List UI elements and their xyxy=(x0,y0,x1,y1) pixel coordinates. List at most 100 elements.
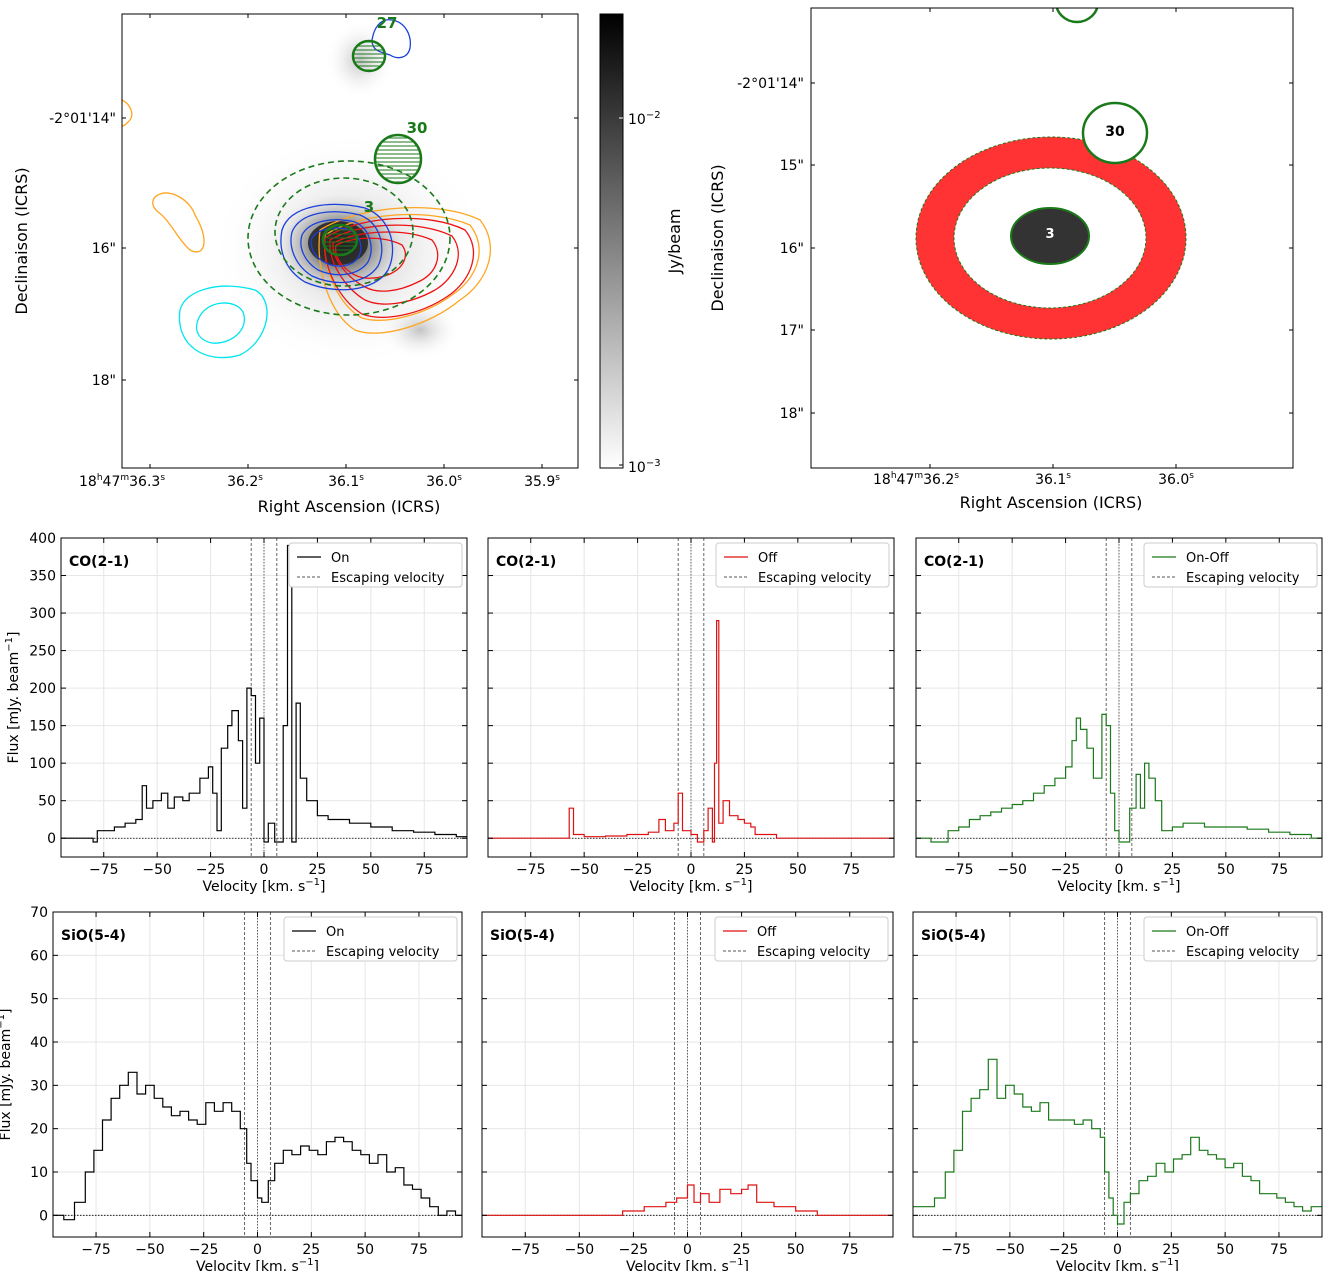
ytick-label: 10 xyxy=(30,1165,48,1181)
spectrum-panel-0: −75 −50 −25 0 25 50 75 0 50 100 150 200 250 300 350 400… xyxy=(4,531,468,895)
xtick-label: 25 xyxy=(302,1242,320,1258)
xtick-label: 25 xyxy=(309,862,327,878)
blue-contour-2 xyxy=(290,211,383,283)
blue-contour-3 xyxy=(300,219,372,276)
xtick-label: 0 xyxy=(687,862,696,878)
xtick-label: 25 xyxy=(1164,862,1182,878)
legend-series-label: Off xyxy=(758,551,778,566)
legend-series-label: On xyxy=(331,551,349,566)
xlabel: Velocity [km. s−1] xyxy=(196,1257,319,1271)
legend-escape-label: Escaping velocity xyxy=(331,571,445,586)
xtick-label: 50 xyxy=(362,862,380,878)
xtick-label: −50 xyxy=(135,1242,165,1258)
left-map: 27 30 3 18h47m36.3s 36.2s 36.1s 36.0s 35… xyxy=(12,13,684,516)
spectrum-line-on-off xyxy=(916,713,1322,843)
xtick-label: −25 xyxy=(1049,1242,1079,1258)
legend-box xyxy=(714,916,889,962)
legend-escape-label: Escaping velocity xyxy=(1186,945,1300,960)
legend-series-label: On-Off xyxy=(1186,925,1230,940)
xtick-label: 75 xyxy=(842,862,860,878)
spectrum-line-off xyxy=(488,620,894,843)
source-3-ellipse-right xyxy=(1010,207,1090,265)
ytick-label: 0 xyxy=(39,1208,48,1224)
xtick-label: 75 xyxy=(841,1242,859,1258)
orange-contour-west xyxy=(152,192,205,253)
source-30-label: 30 xyxy=(407,119,428,137)
legend-series-label: On xyxy=(326,925,344,940)
xtick-label: 75 xyxy=(410,1242,428,1258)
ytick-label: 350 xyxy=(29,569,56,585)
right-map-ticks xyxy=(811,8,1293,468)
orange-contour-main xyxy=(318,207,492,334)
cyan-contour-outer xyxy=(178,285,268,359)
orange-contour-edge xyxy=(122,99,133,127)
panel-line-label: SiO(5-4) xyxy=(61,928,126,944)
panel-line-label: SiO(5-4) xyxy=(490,928,555,944)
right-xtick-1: 36.1s xyxy=(1035,471,1071,488)
xlabel: Velocity [km. s−1] xyxy=(626,1257,749,1271)
source-3-ellipse xyxy=(321,223,359,257)
legend-box xyxy=(283,916,458,962)
source-27-ellipse-cut xyxy=(1055,8,1099,24)
ytick-label: 400 xyxy=(29,531,56,547)
xtick-label: −25 xyxy=(619,1242,649,1258)
xtick-label: 0 xyxy=(1113,1242,1122,1258)
right-map-xlabel: Right Ascension (ICRS) xyxy=(960,493,1143,512)
panel-line-label: CO(2-1) xyxy=(496,554,556,570)
green-dashed-outer xyxy=(247,160,451,316)
xtick-label: 0 xyxy=(253,1242,262,1258)
xtick-label: 25 xyxy=(736,862,754,878)
ytick-label: 300 xyxy=(29,606,56,622)
panel-line-label: CO(2-1) xyxy=(924,554,984,570)
xtick-label: 50 xyxy=(787,1242,805,1258)
xtick-label: 75 xyxy=(415,862,433,878)
legend-series-label: Off xyxy=(757,925,777,940)
right-ytick-0: -2°01'14" xyxy=(737,76,804,92)
xtick-label: 25 xyxy=(1162,1242,1180,1258)
xtick-label: −25 xyxy=(623,862,653,878)
annulus-inner-edge xyxy=(953,167,1147,309)
red-contour-1 xyxy=(324,217,475,318)
ytick-label: 70 xyxy=(30,905,48,921)
legend-escape-label: Escaping velocity xyxy=(1186,571,1300,586)
source-27-label: 27 xyxy=(377,14,398,32)
cyan-contour-inner xyxy=(195,302,246,344)
left-map-ylabel: Declinaison (ICRS) xyxy=(12,167,31,314)
right-ytick-3: 17" xyxy=(780,323,804,339)
right-xtick-0: 18h47m36.2s xyxy=(873,471,959,488)
xtick-label: 50 xyxy=(356,1242,374,1258)
xtick-label: 25 xyxy=(733,1242,751,1258)
xtick-label: 0 xyxy=(683,1242,692,1258)
left-xtick-2: 36.1s xyxy=(328,473,364,490)
legend-box xyxy=(1143,916,1318,962)
ytick-label: 60 xyxy=(30,948,48,964)
xtick-label: −75 xyxy=(516,862,546,878)
xtick-label: −50 xyxy=(569,862,599,878)
xtick-label: 50 xyxy=(1216,1242,1234,1258)
legend-box xyxy=(288,542,463,588)
colorbar-tick-lo-label: 10−3 xyxy=(628,458,661,476)
source-3-label: 3 xyxy=(364,198,374,216)
xtick-label: −25 xyxy=(189,1242,219,1258)
left-ytick-1: 16" xyxy=(92,241,116,257)
legend-series-label: On-Off xyxy=(1186,551,1230,566)
ylabel: Flux [mJy. beam−1] xyxy=(0,1009,14,1141)
spectrum-panel-3: −75 −50 −25 0 25 50 75 0 10 20 30 40 50 60 70 Flux [mJy… xyxy=(0,905,463,1271)
xtick-label: −75 xyxy=(81,1242,111,1258)
right-ytick-4: 18" xyxy=(780,406,804,422)
xtick-label: −25 xyxy=(1051,862,1081,878)
source-27-ellipse xyxy=(351,39,387,73)
legend-escape-label: Escaping velocity xyxy=(758,571,872,586)
spectrum-panel-5: −75 −50 −25 0 25 50 75 Velocity [km. s−1] SiO(5-… xyxy=(912,911,1323,1271)
ylabel: Flux [mJy. beam−1] xyxy=(4,632,22,764)
xtick-label: −50 xyxy=(995,1242,1025,1258)
source-30-ellipse-right xyxy=(1081,101,1149,165)
source-30-label-right: 30 xyxy=(1105,124,1125,140)
left-xtick-0: 18h47m36.3s xyxy=(79,473,165,490)
xtick-label: 75 xyxy=(1270,862,1288,878)
xtick-label: 0 xyxy=(260,862,269,878)
orange-contour-mid xyxy=(323,213,480,321)
xtick-label: 0 xyxy=(1115,862,1124,878)
panel-line-label: SiO(5-4) xyxy=(921,928,986,944)
legend-escape-label: Escaping velocity xyxy=(326,945,440,960)
